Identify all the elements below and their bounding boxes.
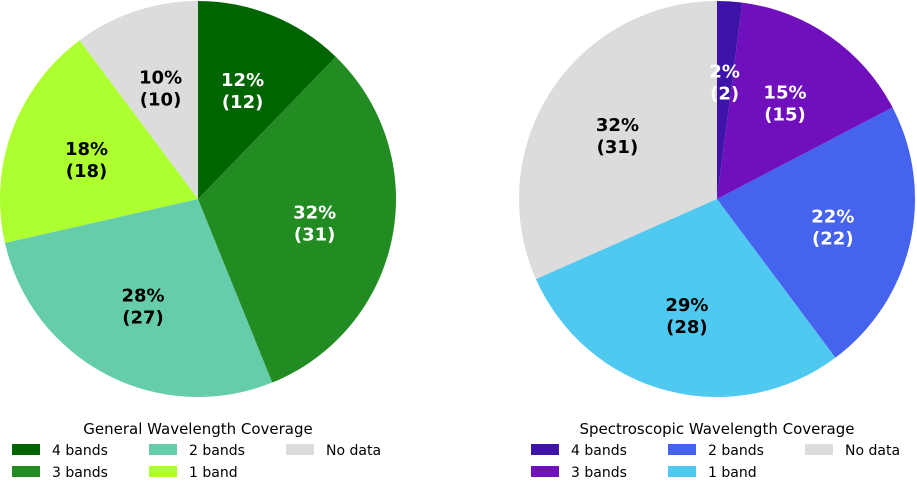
slice-count: (12): [222, 92, 264, 113]
spectroscopic-coverage-legend: Spectroscopic Wavelength Coverage 4 bands…: [531, 420, 900, 481]
general-coverage-legend: General Wavelength Coverage 4 bands 3 band…: [12, 420, 381, 481]
pie-slice-4-bands: [717, 1, 743, 199]
slice-label-no-data: 10% (10): [139, 67, 182, 110]
legend-swatch-no-data: [286, 444, 314, 455]
legend-label-3-bands: 3 bands: [571, 465, 627, 481]
legend-swatch-1-band: [668, 466, 696, 477]
pie-slice-1-band: [535, 199, 836, 398]
pie-slice-4-bands: [198, 1, 336, 199]
slice-label-1-band: 29% (28): [665, 295, 708, 338]
slice-label-3-bands: 32% (31): [293, 203, 336, 246]
slice-percent: 28%: [122, 285, 165, 306]
slice-count: (28): [666, 317, 708, 338]
slice-label-4-bands: 12% (12): [221, 70, 264, 113]
legend-swatch-2-bands: [668, 444, 696, 455]
slice-percent: 29%: [665, 295, 708, 316]
legend-swatch-no-data: [805, 444, 833, 455]
legend-label-no-data: No data: [326, 443, 381, 459]
slice-count: (31): [597, 137, 639, 158]
slice-percent: 32%: [293, 203, 336, 224]
spectroscopic-coverage-pie: 32% (31) 29% (28) 22% (22) 15% (15) 2% (2): [519, 1, 916, 398]
legend-label-1-band: 1 band: [189, 465, 238, 481]
legend-label-4-bands: 4 bands: [571, 443, 627, 459]
legend-swatch-1-band: [149, 466, 177, 477]
slice-percent: 2%: [709, 61, 740, 82]
slice-label-3-bands: 15% (15): [763, 83, 806, 126]
pie-slice-2-bands: [4, 199, 273, 398]
slice-percent: 32%: [596, 115, 639, 136]
pie-slice-1-band: [0, 40, 198, 244]
slice-label-4-bands: 2% (2): [709, 61, 740, 104]
pie-slice-3-bands: [717, 2, 893, 199]
legend-swatch-3-bands: [12, 466, 40, 477]
slice-count: (2): [710, 83, 739, 104]
legend-label-1-band: 1 band: [708, 465, 757, 481]
legend-title: Spectroscopic Wavelength Coverage: [580, 420, 855, 438]
slice-percent: 12%: [221, 70, 264, 91]
slice-percent: 18%: [65, 139, 108, 160]
pie-slice-2-bands: [717, 107, 916, 358]
slice-count: (10): [140, 89, 182, 110]
slice-label-no-data: 32% (31): [596, 115, 639, 158]
slice-count: (31): [294, 225, 336, 246]
legend-label-2-bands: 2 bands: [708, 443, 764, 459]
pie-slice-no-data: [79, 0, 198, 199]
legend-swatch-2-bands: [149, 444, 177, 455]
slice-label-1-band: 18% (18): [65, 139, 108, 182]
legend-swatch-3-bands: [531, 466, 559, 477]
legend-label-3-bands: 3 bands: [52, 465, 108, 481]
legend-swatch-4-bands: [12, 444, 40, 455]
legend-title: General Wavelength Coverage: [83, 420, 313, 438]
legend-label-2-bands: 2 bands: [189, 443, 245, 459]
legend-swatch-4-bands: [531, 444, 559, 455]
slice-label-2-bands: 28% (27): [122, 285, 165, 328]
slice-percent: 15%: [763, 83, 806, 104]
slice-percent: 22%: [811, 206, 854, 227]
legend-label-no-data: No data: [845, 443, 900, 459]
slice-count: (22): [812, 228, 854, 249]
slice-count: (18): [66, 161, 108, 182]
slice-count: (15): [764, 105, 806, 126]
slice-percent: 10%: [139, 67, 182, 88]
pie-slice-3-bands: [198, 56, 397, 383]
legend-label-4-bands: 4 bands: [52, 443, 108, 459]
slice-label-2-bands: 22% (22): [811, 206, 854, 249]
pie-slice-no-data: [519, 1, 717, 280]
general-coverage-pie: 10% (10) 18% (18) 28% (27) 32% (31) 12% (12): [0, 0, 397, 398]
slice-count: (27): [122, 307, 164, 328]
